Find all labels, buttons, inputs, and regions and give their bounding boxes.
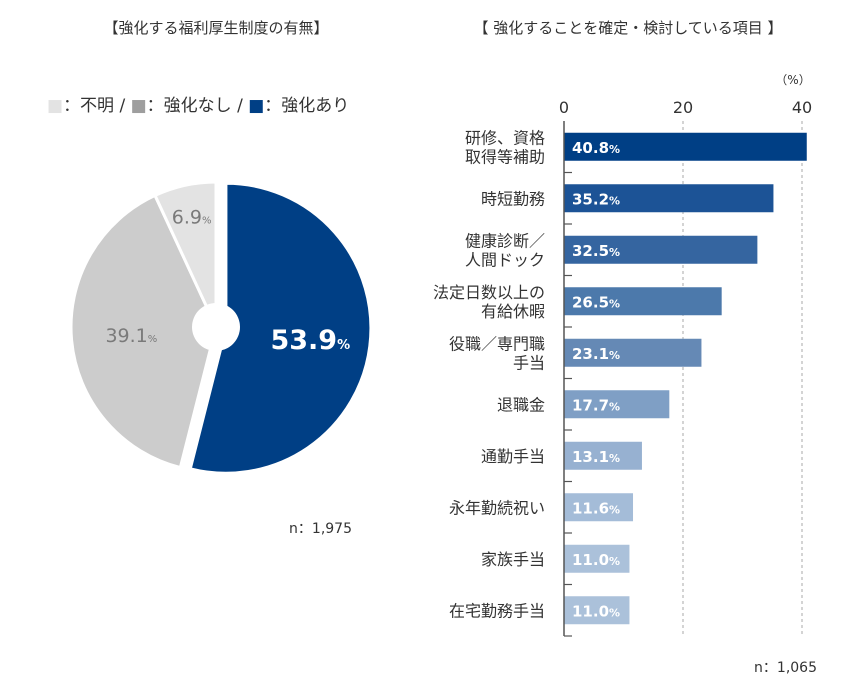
pie-slice-label-1: 39.1% — [105, 325, 157, 347]
bar-tick-label-2: 40 — [792, 98, 812, 117]
bar-value-label-1: 35.2% — [572, 190, 620, 208]
pie-slice-1 — [69, 193, 218, 470]
bar-value-label-4: 23.1% — [572, 345, 620, 363]
bar-category-label-7-0: 永年勤続祝い — [449, 498, 545, 517]
bar-value-number-0: 40.8 — [572, 139, 609, 157]
bar-marks: 40.8%35.2%32.5%26.5%23.1%17.7%13.1%11.6%… — [564, 132, 807, 637]
pie-slice-2 — [153, 180, 218, 328]
bar-2 — [564, 235, 758, 264]
pie-center-hole — [192, 303, 240, 351]
bar-value-unit-2: % — [609, 246, 620, 259]
bar-category-label-8-0: 家族手当 — [481, 550, 545, 569]
pie-slice-value-0: 53.9 — [270, 325, 337, 356]
pie-slice-label-2: 6.9% — [172, 207, 212, 229]
bar-value-unit-5: % — [609, 400, 620, 413]
bar-tick-label-1: 20 — [673, 98, 693, 117]
bar-value-number-7: 11.6 — [572, 499, 609, 517]
bar-value-number-5: 17.7 — [572, 396, 609, 414]
pie-slice-label-0: 53.9% — [270, 325, 350, 356]
pie-legend-marker-1: ■ — [131, 96, 147, 116]
pie-chart: 【強化する福利厚生制度の有無】 ■：不明 / ■：強化なし / ■：強化あり 5… — [47, 19, 373, 537]
bar-value-number-9: 11.0 — [572, 602, 609, 620]
bar-0 — [564, 132, 807, 161]
pie-legend-marker-2: ■ — [248, 96, 264, 116]
bar-1 — [564, 184, 774, 213]
bar-unit-label: （%） — [775, 73, 810, 87]
bar-category-label-0-1: 取得等補助 — [465, 147, 545, 166]
bar-category-label-4-0: 役職／専門職 — [449, 334, 545, 353]
bar-tick-label-0: 0 — [559, 98, 569, 117]
bar-6 — [564, 441, 642, 470]
pie-legend: ■：不明 / ■：強化なし / ■：強化あり — [47, 96, 349, 116]
pie-slice-0 — [188, 181, 373, 475]
bar-5 — [564, 390, 670, 419]
bar-category-label-9-0: 在宅勤務手当 — [449, 601, 545, 620]
bar-category-label-6-0: 通勤手当 — [481, 447, 545, 466]
bar-value-unit-8: % — [609, 555, 620, 568]
bar-value-label-5: 17.7% — [572, 396, 620, 414]
bar-category-label-0-0: 研修、資格 — [465, 128, 545, 147]
bar-category-label-2-0: 健康診断／ — [465, 231, 545, 250]
bar-value-label-6: 13.1% — [572, 448, 620, 466]
bar-title: 【 強化することを確定・検討している項目 】 — [473, 19, 782, 37]
pie-legend-label-1: ：強化なし — [147, 96, 232, 116]
bar-category-label-2-1: 人間ドック — [465, 250, 545, 269]
pie-legend-label-0: ：不明 — [63, 96, 114, 116]
bar-value-number-3: 26.5 — [572, 293, 609, 311]
pie-slice-unit-0: % — [337, 338, 350, 353]
bar-value-label-8: 11.0% — [572, 551, 620, 569]
bar-7 — [564, 493, 634, 522]
bar-value-unit-0: % — [609, 143, 620, 156]
pie-legend-separator: / — [232, 96, 249, 116]
bar-value-number-2: 32.5 — [572, 242, 609, 260]
pie-slice-unit-2: % — [202, 216, 212, 227]
bar-3 — [564, 287, 722, 316]
bar-category-labels: 研修、資格取得等補助時短勤務健康診断／人間ドック法定日数以上の有給休暇役職／専門… — [433, 128, 545, 620]
pie-slice-value-2: 6.9 — [172, 207, 202, 229]
bar-category-label-4-1: 手当 — [513, 353, 545, 372]
bar-value-unit-7: % — [609, 503, 620, 516]
bar-value-label-7: 11.6% — [572, 499, 620, 517]
bar-value-number-8: 11.0 — [572, 551, 609, 569]
pie-slices — [69, 180, 373, 475]
pie-title: 【強化する福利厚生制度の有無】 — [103, 19, 328, 37]
bar-value-label-3: 26.5% — [572, 293, 620, 311]
pie-legend-text: ■：不明 / ■：強化なし / ■：強化あり — [47, 96, 349, 116]
pie-slice-unit-1: % — [148, 334, 158, 345]
bar-category-label-5-0: 退職金 — [497, 395, 545, 414]
pie-legend-label-2: ：強化あり — [264, 96, 349, 116]
bar-chart: 【 強化することを確定・検討している項目 】 （%） 0 20 40 40.8%35… — [433, 19, 817, 676]
bar-category-label-3-1: 有給休暇 — [481, 302, 545, 321]
pie-n-note: n：1,975 — [289, 521, 352, 537]
bar-value-label-9: 11.0% — [572, 602, 620, 620]
bar-category-label-3-0: 法定日数以上の — [433, 283, 545, 302]
bar-8 — [564, 544, 630, 573]
bar-4 — [564, 338, 702, 367]
bar-value-unit-9: % — [609, 606, 620, 619]
bar-value-unit-1: % — [609, 194, 620, 207]
bar-value-number-1: 35.2 — [572, 190, 609, 208]
bar-value-number-6: 13.1 — [572, 448, 609, 466]
bar-n-note: n：1,065 — [754, 660, 817, 676]
bar-x-ticks: 0 20 40 — [559, 98, 812, 117]
bar-value-unit-6: % — [609, 452, 620, 465]
bar-value-number-4: 23.1 — [572, 345, 609, 363]
pie-legend-marker-0: ■ — [47, 96, 63, 116]
pie-labels: 53.9%39.1%6.9% — [105, 207, 350, 356]
pie-slice-value-1: 39.1 — [105, 325, 147, 347]
bar-category-label-1-0: 時短勤務 — [481, 189, 545, 208]
bar-9 — [564, 596, 630, 625]
pie-legend-separator: / — [114, 96, 131, 116]
bar-value-unit-3: % — [609, 297, 620, 310]
bar-value-label-2: 32.5% — [572, 242, 620, 260]
bar-value-unit-4: % — [609, 349, 620, 362]
bar-value-label-0: 40.8% — [572, 139, 620, 157]
